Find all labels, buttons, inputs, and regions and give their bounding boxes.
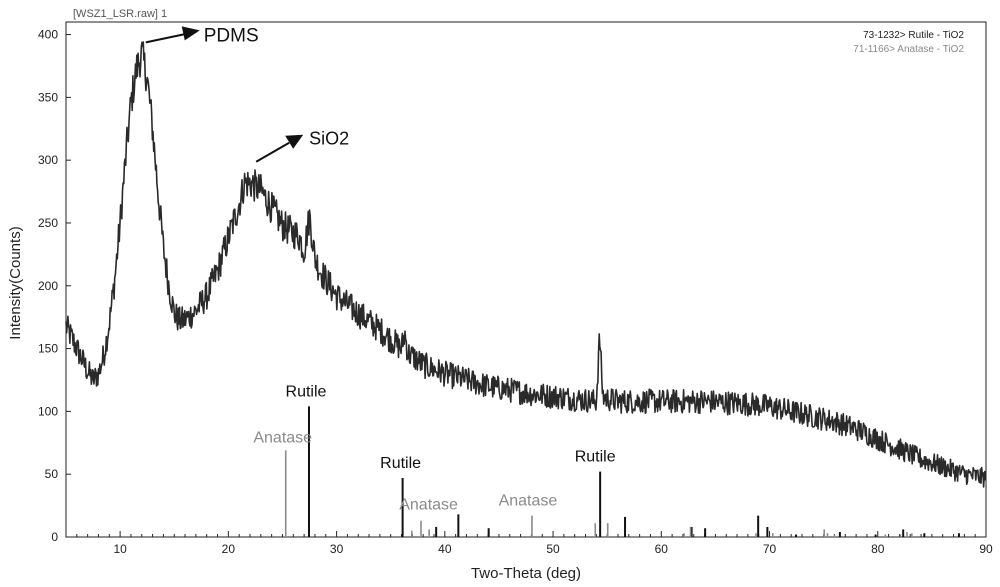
- x-tick-label: 10: [113, 542, 127, 556]
- x-tick-label: 60: [655, 542, 669, 556]
- legend: 73-1232> Rutile - TiO2 71-1166> Anatase …: [853, 30, 964, 55]
- x-tick-label: 20: [222, 542, 236, 556]
- y-tick-label: 150: [38, 342, 58, 356]
- anatase-label: Anatase: [253, 429, 312, 446]
- sio2-arrow-line: [255, 141, 290, 163]
- y-tick-label: 300: [38, 153, 58, 167]
- y-tick-label: 250: [38, 216, 58, 230]
- y-tick-label: 0: [51, 530, 58, 544]
- y-tick-label: 50: [45, 467, 59, 481]
- y-axis: 0 50 100 150 200 250 300 350 400: [38, 28, 71, 544]
- x-tick-label: 50: [546, 542, 560, 556]
- anatase-label: Anatase: [499, 493, 558, 510]
- y-tick-label: 200: [38, 279, 58, 293]
- pdms-arrow-head: [181, 26, 200, 41]
- pdms-arrow-line: [145, 33, 184, 44]
- x-tick-label: 30: [330, 542, 344, 556]
- reference-sticks: [284, 406, 960, 537]
- rutile-label: Rutile: [575, 449, 616, 466]
- sio2-label: SiO2: [309, 129, 349, 149]
- pdms-label: PDMS: [204, 25, 259, 46]
- rutile-label: Rutile: [286, 383, 327, 400]
- y-axis-title: Intensity(Counts): [7, 226, 24, 339]
- plot-frame: [65, 21, 987, 538]
- rutile-label: Rutile: [380, 455, 421, 472]
- legend-item-rutile: 73-1232> Rutile - TiO2: [863, 30, 964, 41]
- y-tick-label: 350: [38, 90, 58, 104]
- peak-annotations: PDMS SiO2 Rutile Anatase Rutile Anatase Anatas…: [145, 25, 616, 514]
- x-tick-label: 80: [871, 542, 885, 556]
- x-tick-label: 90: [979, 542, 993, 556]
- y-tick-label: 100: [38, 404, 58, 418]
- y-tick-label: 400: [38, 28, 58, 42]
- x-axis: 10 20 30 40 50 60 70 80 90: [76, 531, 993, 556]
- anatase-label: Anatase: [399, 497, 458, 514]
- diffraction-pattern-line: [65, 41, 987, 488]
- chart-title: [WSZ1_LSR.raw] 1: [73, 8, 167, 20]
- x-tick-label: 40: [438, 542, 452, 556]
- x-tick-label: 70: [763, 542, 777, 556]
- x-axis-title: Two-Theta (deg): [471, 565, 581, 582]
- legend-item-anatase: 71-1166> Anatase - TiO2: [853, 44, 964, 55]
- sio2-arrow-head: [285, 134, 304, 149]
